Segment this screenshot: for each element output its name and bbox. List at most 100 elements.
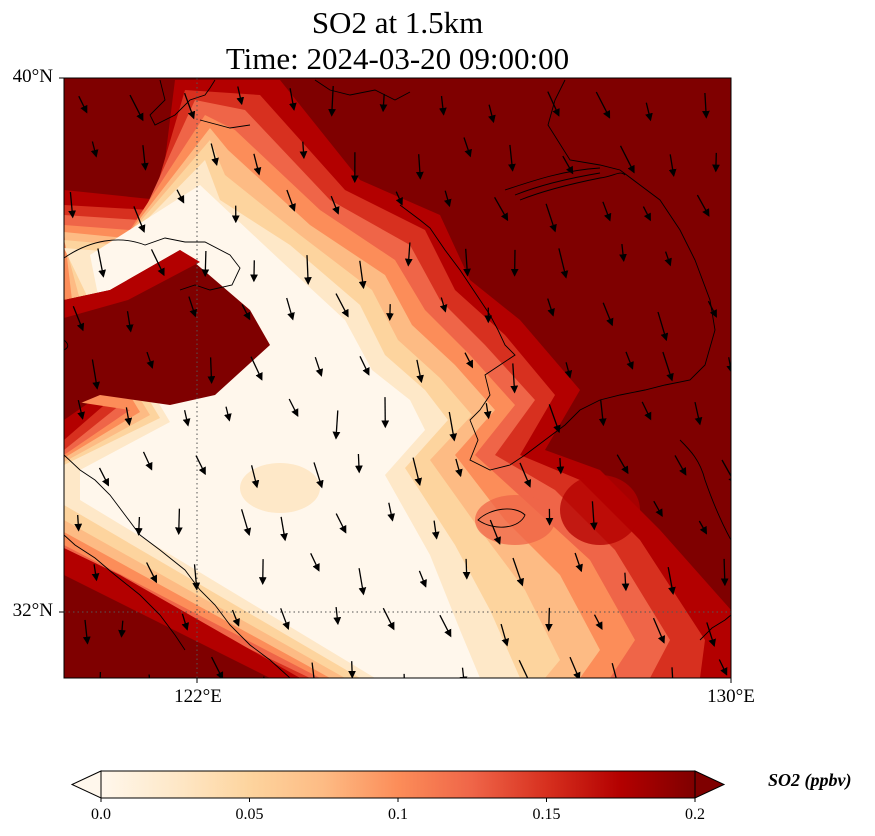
wind-arrow [299,141,308,160]
wind-arrow [545,203,557,233]
wind-arrow [335,293,349,318]
wind-arrow [181,613,190,631]
wind-arrow [355,453,363,474]
wind-arrow [668,154,677,177]
wind-arrow [382,607,395,631]
wind-arrow [280,608,290,631]
wind-arrow [645,102,653,122]
wind-arrow [90,141,99,158]
colorbar-extend-max [694,770,726,799]
wind-arrow [696,194,710,217]
wind-arrow [195,455,206,476]
wind-arrow [253,153,262,176]
wind-arrow [134,516,143,536]
wind-arrow [641,401,652,421]
wind-arrow [545,607,553,632]
wind-arrow [142,451,153,471]
wind-arrow [489,519,501,545]
wind-arrow [174,508,183,536]
wind-arrow [459,667,468,678]
so2-concentration-field [64,78,731,678]
colorbar-tick-label: 0.05 [235,806,264,823]
wind-arrow [619,244,627,262]
wind-arrow [288,88,297,111]
wind-arrow [415,154,424,180]
wind-arrow [667,566,676,595]
wind-arrow [314,356,324,377]
lat-tick-label-32n: 32°N [12,600,53,621]
wind-arrow [99,671,102,678]
wind-arrow [387,502,395,522]
colorbar-tick-label: 0.15 [532,806,561,823]
wind-arrow [240,509,252,537]
wind-arrow [118,620,126,638]
wind-arrow [395,191,403,206]
wind-arrow [721,459,731,485]
wind-arrow [192,564,201,591]
wind-arrow [548,404,561,434]
wind-arrow [304,255,312,285]
wind-arrow [455,458,463,478]
wind-arrow [488,104,496,124]
wind-arrow [98,467,109,487]
wind-arrow [328,85,336,117]
wind-arrow [483,403,492,420]
wind-arrow [404,242,413,267]
wind-arrow [619,145,635,174]
lon-tick-label-130e: 130°E [707,686,755,707]
wind-arrow [431,520,440,540]
wind-arrow [602,302,614,327]
lat-tick-label-40n: 40°N [12,66,53,87]
wind-arrow [698,520,708,535]
wind-arrow [598,399,607,427]
wind-arrow [332,410,341,440]
wind-arrow [97,248,106,278]
wind-arrow [653,500,663,518]
wind-arrow [68,192,76,219]
wind-arrow [133,206,146,233]
wind-arrow [250,356,263,381]
wind-arrow [569,656,581,678]
wind-arrow [313,462,324,489]
wind-arrow [664,251,672,267]
wind-arrow [74,514,83,532]
wind-arrow [443,190,452,208]
wind-arrow [547,298,555,317]
wind-arrow [462,558,471,580]
wind-arrow [694,401,703,426]
wind-arrow [574,552,583,573]
wind-arrow [183,92,196,120]
wind-arrow [176,189,185,204]
wind-arrow [125,311,134,333]
map-subtitle-time: Time: 2024-03-20 09:00:00 [225,41,570,76]
wind-arrow [129,94,144,122]
colorbar-gradient [101,771,695,798]
wind-arrow [150,249,165,277]
wind-vectors [68,85,731,678]
colorbar-extend-min [70,770,102,799]
wind-arrow [662,351,674,382]
wind-arrow [518,659,532,678]
wind-arrow [201,250,210,278]
wind-arrow [611,663,617,678]
map-frame [63,77,732,679]
wind-arrow [593,614,603,630]
wind-arrow [77,399,85,420]
wind-arrow [508,144,516,172]
wind-arrow [358,568,367,596]
wind-arrow [286,297,295,321]
wind-arrow [564,362,573,379]
wind-arrow [657,311,669,342]
wind-arrow [333,607,342,626]
wind-arrow [558,248,569,279]
wind-arrow [625,351,634,370]
wind-arrow [207,357,216,384]
wind-arrow [720,558,729,587]
wind-arrow [358,260,367,290]
wind-arrow [589,501,598,531]
colorbar-tick-label: 0.2 [685,806,705,823]
wind-arrow [310,553,320,572]
wind-arrow [140,145,149,171]
wind-arrow [236,86,245,106]
